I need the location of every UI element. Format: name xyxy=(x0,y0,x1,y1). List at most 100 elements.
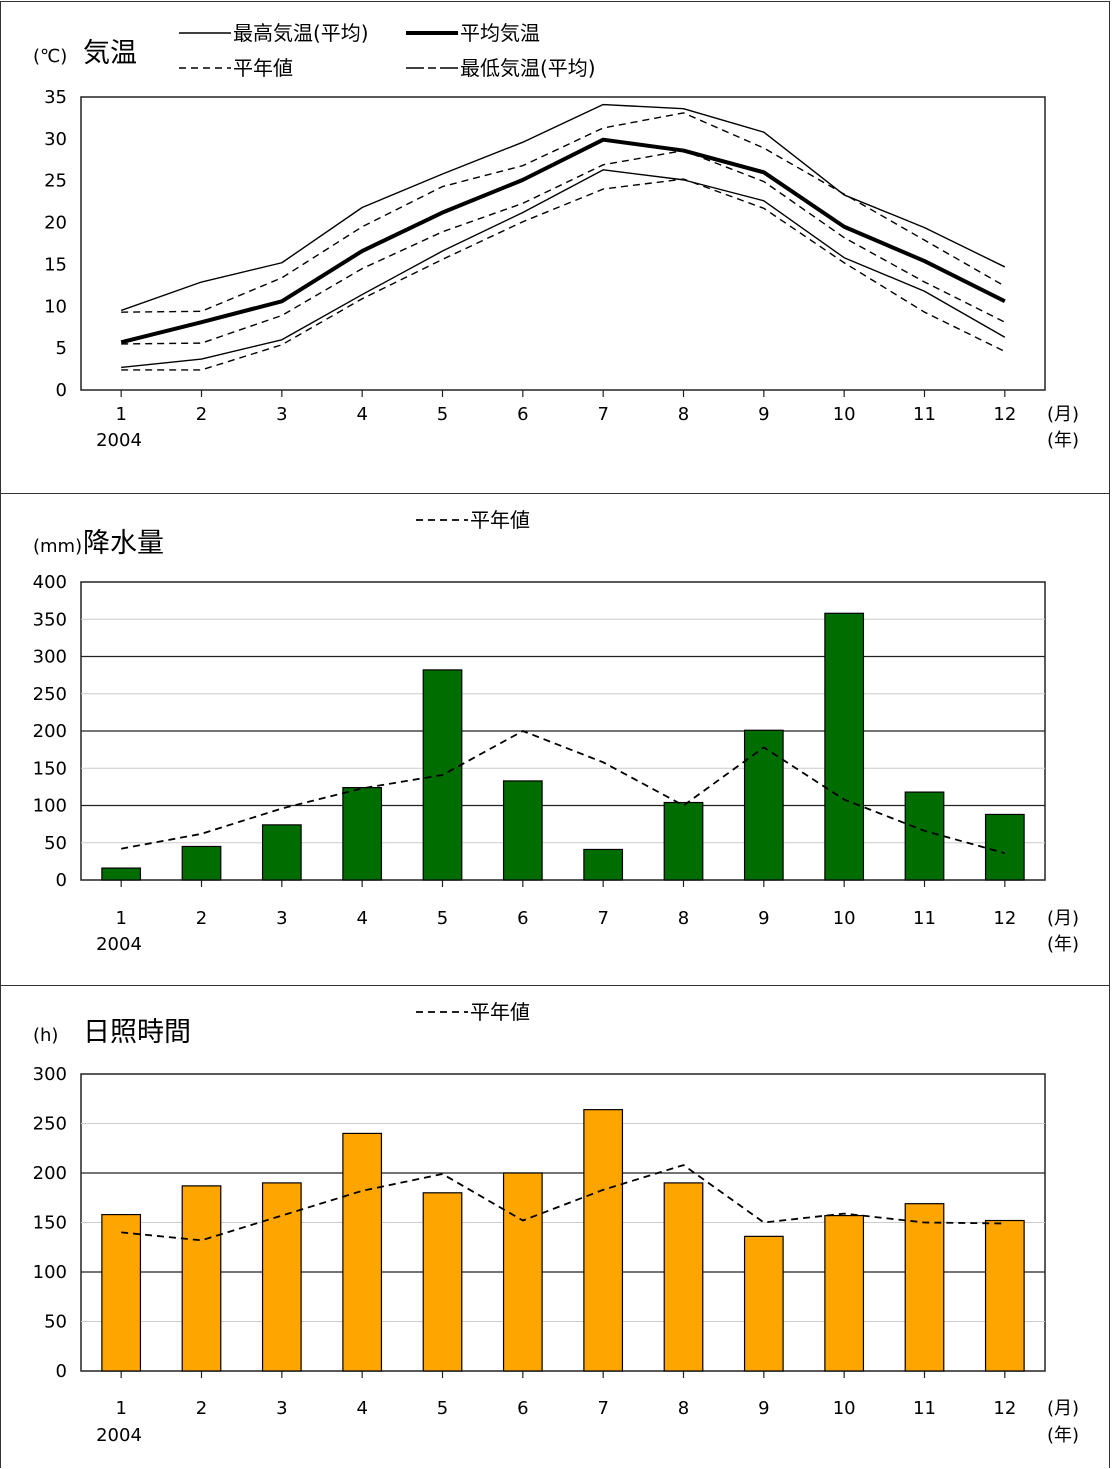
x-tick-label: 9 xyxy=(758,404,769,425)
x-tick-label: 12 xyxy=(993,1398,1016,1419)
chart-title: 気温 xyxy=(83,38,137,69)
x-unit-year: (年) xyxy=(1047,1425,1079,1446)
x-tick-label: 9 xyxy=(758,908,769,929)
normal-value-line xyxy=(121,112,1006,313)
x-tick-label: 2 xyxy=(196,908,207,929)
legend-label: 平年値 xyxy=(470,1000,530,1024)
x-tick-label: 11 xyxy=(913,404,936,425)
y-tick-label: 50 xyxy=(44,1312,67,1333)
y-tick-label: 30 xyxy=(44,129,67,150)
x-tick-label: 12 xyxy=(993,908,1016,929)
year-label: 2004 xyxy=(96,934,142,955)
legend-label: 平年値 xyxy=(470,508,530,532)
y-tick-label: 350 xyxy=(33,609,67,630)
y-tick-label: 200 xyxy=(33,721,67,742)
y-unit-label: (℃) xyxy=(33,46,67,67)
y-tick-label: 0 xyxy=(56,1361,67,1382)
y-tick-label: 25 xyxy=(44,171,67,192)
x-tick-label: 6 xyxy=(517,908,528,929)
x-tick-label: 11 xyxy=(913,1398,936,1419)
y-tick-label: 50 xyxy=(44,833,67,854)
normal-value-line xyxy=(121,730,1006,855)
y-tick-label: 15 xyxy=(44,254,67,275)
y-unit-label: (h) xyxy=(33,1025,58,1046)
y-tick-label: 0 xyxy=(56,870,67,891)
bar xyxy=(743,1235,784,1372)
y-tick-label: 100 xyxy=(33,1262,67,1283)
x-unit-month: (月) xyxy=(1047,404,1079,425)
bar xyxy=(101,867,142,881)
chart-title: 降水量 xyxy=(83,528,164,559)
legend-label: 最高気温(平均) xyxy=(233,21,369,45)
chart-title: 日照時間 xyxy=(83,1017,191,1048)
x-tick-label: 2 xyxy=(196,404,207,425)
x-tick-label: 8 xyxy=(678,1398,689,1419)
x-tick-label: 10 xyxy=(833,1398,856,1419)
y-tick-label: 150 xyxy=(33,758,67,779)
bar xyxy=(342,787,383,881)
x-unit-year: (年) xyxy=(1047,934,1079,955)
x-tick-label: 6 xyxy=(517,404,528,425)
x-tick-label: 4 xyxy=(356,908,367,929)
bar xyxy=(422,1192,463,1372)
x-tick-label: 7 xyxy=(597,908,608,929)
y-unit-label: (mm) xyxy=(33,536,82,557)
legend-label: 平年値 xyxy=(233,56,293,80)
x-tick-label: 6 xyxy=(517,1398,528,1419)
legend-label: 平均気温 xyxy=(460,21,540,45)
x-tick-label: 3 xyxy=(276,908,287,929)
x-tick-label: 1 xyxy=(115,908,126,929)
normal-value-line xyxy=(121,149,1006,345)
bar xyxy=(663,801,704,881)
bar xyxy=(904,791,945,881)
sunshine-chart-panel: (h) 日照時間 0 50 100 150 200 250 300 1 2 3 4 5 6 7 8 9 10 11 12… xyxy=(0,985,1110,1468)
x-tick-label: 2 xyxy=(196,1398,207,1419)
x-unit-year: (年) xyxy=(1047,430,1079,451)
bar xyxy=(743,729,784,881)
bar xyxy=(824,1214,865,1372)
y-tick-label: 35 xyxy=(44,87,67,108)
y-tick-label: 300 xyxy=(33,647,67,668)
bar xyxy=(101,1213,142,1372)
x-tick-label: 9 xyxy=(758,1398,769,1419)
x-tick-label: 8 xyxy=(678,908,689,929)
bar xyxy=(261,824,302,881)
x-tick-label: 1 xyxy=(115,1398,126,1419)
bar xyxy=(502,1172,543,1372)
y-tick-label: 250 xyxy=(33,684,67,705)
x-tick-label: 5 xyxy=(437,404,448,425)
bar xyxy=(181,845,222,881)
x-unit-month: (月) xyxy=(1047,1398,1079,1419)
precipitation-chart-panel: (mm) 降水量 0 50 100 150 200 250 300 350 400 1 2 3 4 5 6 7 8 9… xyxy=(0,493,1110,986)
series-line xyxy=(120,137,1006,345)
bar xyxy=(583,1109,624,1372)
x-tick-label: 5 xyxy=(437,1398,448,1419)
bar xyxy=(583,848,624,881)
bar xyxy=(181,1185,222,1372)
y-tick-label: 20 xyxy=(44,213,67,234)
bar xyxy=(984,1219,1025,1372)
bar xyxy=(904,1203,945,1372)
series-line xyxy=(120,103,1006,312)
series-line xyxy=(121,169,1006,369)
bar xyxy=(261,1182,302,1372)
x-tick-label: 7 xyxy=(597,404,608,425)
bar xyxy=(663,1182,704,1372)
bar xyxy=(824,612,865,881)
y-tick-label: 150 xyxy=(33,1213,67,1234)
normal-value-line xyxy=(121,1164,1005,1242)
y-tick-label: 5 xyxy=(56,338,67,359)
x-tick-label: 3 xyxy=(276,1398,287,1419)
x-tick-label: 10 xyxy=(833,908,856,929)
x-tick-label: 4 xyxy=(356,404,367,425)
year-label: 2004 xyxy=(96,1425,142,1446)
x-tick-label: 8 xyxy=(678,404,689,425)
year-label: 2004 xyxy=(96,430,142,451)
x-unit-month: (月) xyxy=(1047,908,1079,929)
bar xyxy=(502,780,543,881)
y-tick-label: 300 xyxy=(33,1064,67,1085)
x-tick-label: 4 xyxy=(356,1398,367,1419)
